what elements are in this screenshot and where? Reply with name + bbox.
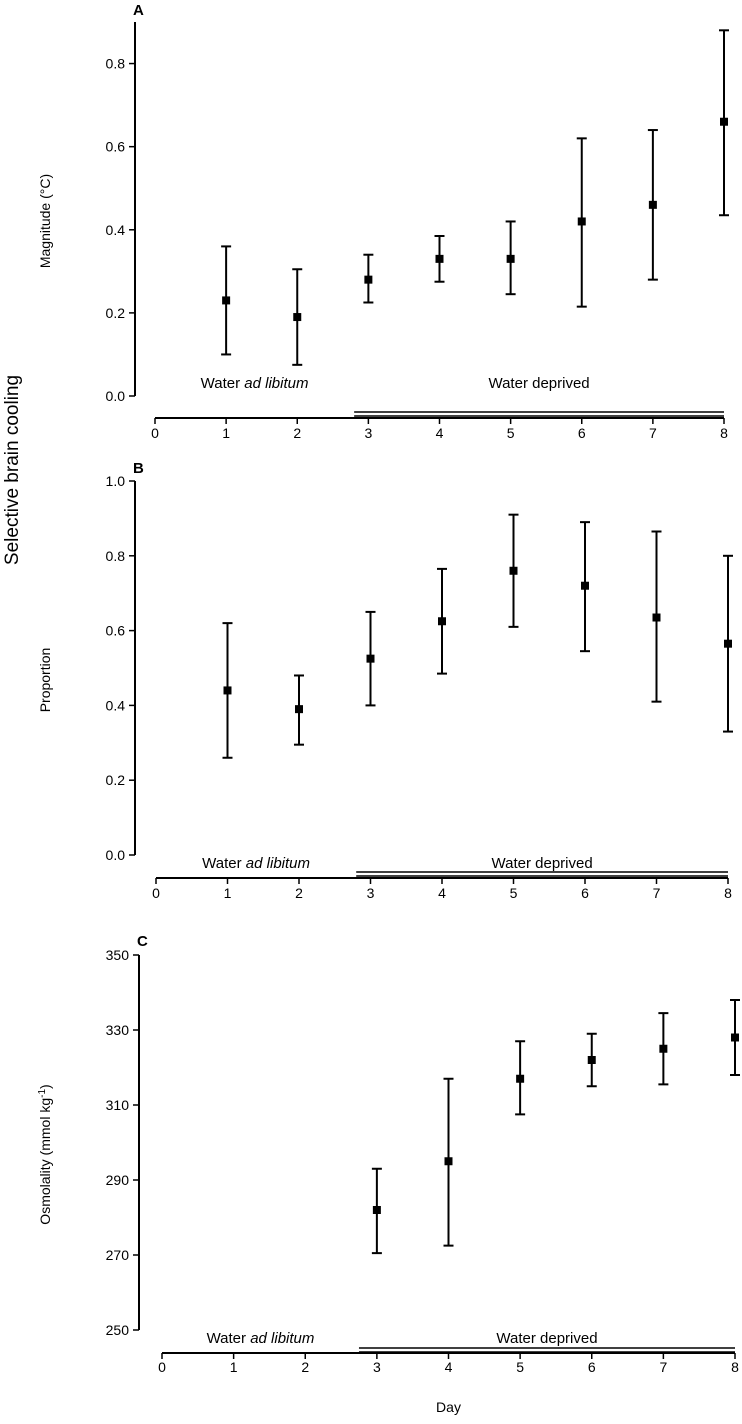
y-axis-label: Magnitude (°C) xyxy=(37,174,53,268)
panel-letter: C xyxy=(137,933,148,950)
y-tick-label: 250 xyxy=(106,1322,130,1338)
y-tick-label: 330 xyxy=(106,1022,130,1038)
panel-b: B 0.0 0.2 0.4 0.6 0.8 1.0 Proportion 0 1 2 3 4 5 6 7 8 Wa… xyxy=(37,460,733,901)
x-tick-label: 1 xyxy=(222,425,230,441)
x-tick-label: 1 xyxy=(230,1359,238,1375)
x-tick-label: 7 xyxy=(653,885,661,901)
x-tick-label: 1 xyxy=(224,885,232,901)
data-point xyxy=(516,1074,525,1083)
data-point xyxy=(444,1157,453,1166)
data-point xyxy=(438,617,446,626)
x-tick-label: 6 xyxy=(588,1359,596,1375)
y-tick-label: 290 xyxy=(106,1172,130,1188)
y-tick-label: 0.0 xyxy=(106,388,126,404)
y-tick-label: 0.2 xyxy=(106,772,126,788)
data-point xyxy=(435,254,444,263)
y-axis-label: Proportion xyxy=(37,648,53,713)
data-point xyxy=(720,117,728,126)
data-point xyxy=(659,1044,668,1053)
x-tick-label: 3 xyxy=(373,1359,381,1375)
data-point xyxy=(293,313,302,322)
data-point xyxy=(366,654,375,663)
x-tick-label: 2 xyxy=(293,425,301,441)
x-tick-label: 0 xyxy=(152,885,160,901)
x-tick-label: 4 xyxy=(445,1359,453,1375)
data-point xyxy=(223,686,232,695)
x-tick-label: 5 xyxy=(510,885,518,901)
y-tick-label: 1.0 xyxy=(106,473,126,489)
data-point xyxy=(652,613,661,622)
condition-label: Water ad libitum xyxy=(201,375,309,392)
data-point xyxy=(372,1206,381,1214)
data-point xyxy=(295,705,303,714)
condition-label: Water deprived xyxy=(492,855,593,872)
x-tick-label: 6 xyxy=(581,885,589,901)
condition-label: Water ad libitum xyxy=(202,855,310,872)
x-tick-label: 7 xyxy=(649,425,657,441)
x-tick-label: 3 xyxy=(364,425,372,441)
condition-label: Water ad libitum xyxy=(207,1330,315,1347)
data-point xyxy=(364,275,373,284)
x-tick-label: 0 xyxy=(158,1359,166,1375)
y-tick-label: 0.6 xyxy=(106,139,126,155)
x-tick-label: 5 xyxy=(507,425,515,441)
y-tick-label: 0.4 xyxy=(106,697,126,713)
common-ylabel: Selective brain cooling xyxy=(2,375,23,565)
y-tick-label: 0.4 xyxy=(106,222,126,238)
x-tick-label: 8 xyxy=(731,1359,739,1375)
data-point xyxy=(587,1056,596,1064)
panel-a: A 0.0 0.2 0.4 0.6 0.8 Magnitude (°C) 0 1 2 3 4 5 6 7 8 W… xyxy=(37,2,729,441)
y-tick-label: 350 xyxy=(106,947,130,963)
x-tick-label: 5 xyxy=(516,1359,524,1375)
y-tick-label: 310 xyxy=(106,1097,130,1113)
data-point xyxy=(724,639,732,648)
x-tick-label: 2 xyxy=(301,1359,309,1375)
y-tick-label: 0.2 xyxy=(106,305,126,321)
x-tick-label: 8 xyxy=(724,885,732,901)
x-axis-label: Day xyxy=(436,1399,461,1415)
data-point xyxy=(731,1033,739,1042)
panel-letter: B xyxy=(133,460,144,477)
panel-letter: A xyxy=(133,2,144,19)
x-tick-label: 6 xyxy=(578,425,586,441)
x-tick-label: 0 xyxy=(151,425,159,441)
y-tick-label: 270 xyxy=(106,1247,130,1263)
data-point xyxy=(648,200,657,209)
condition-label: Water deprived xyxy=(488,375,589,392)
x-tick-label: 8 xyxy=(720,425,728,441)
x-tick-label: 3 xyxy=(367,885,375,901)
condition-label: Water deprived xyxy=(496,1330,597,1347)
y-tick-label: 0.0 xyxy=(106,847,126,863)
x-tick-label: 7 xyxy=(659,1359,667,1375)
data-point xyxy=(222,296,231,305)
x-tick-label: 4 xyxy=(438,885,446,901)
x-tick-label: 2 xyxy=(295,885,303,901)
y-tick-label: 0.8 xyxy=(106,548,126,564)
data-point xyxy=(506,254,515,263)
y-tick-label: 0.8 xyxy=(106,56,126,72)
data-point xyxy=(509,566,518,575)
x-tick-label: 4 xyxy=(436,425,444,441)
data-point xyxy=(577,217,586,226)
y-tick-label: 0.6 xyxy=(106,623,126,639)
y-axis-label: Osmolality (mmol kg-1) xyxy=(37,1084,54,1224)
data-point xyxy=(581,581,589,590)
